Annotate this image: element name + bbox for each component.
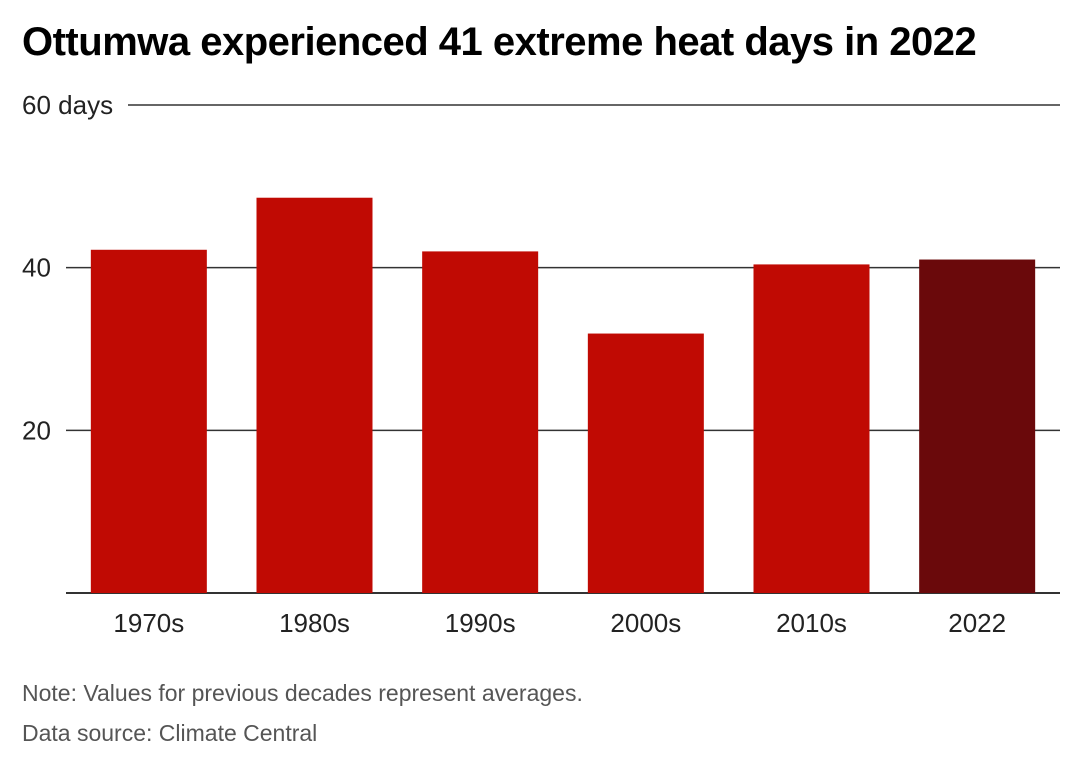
- chart-note: Note: Values for previous decades repres…: [22, 680, 583, 706]
- x-tick-label: 2010s: [776, 608, 847, 638]
- gridlines: [66, 104, 1060, 594]
- x-tick-label: 1970s: [113, 608, 184, 638]
- x-tick-label: 1980s: [279, 608, 350, 638]
- bar-2010s: [753, 264, 870, 593]
- y-tick-label: 20: [22, 415, 51, 445]
- y-tick-label: 60 days: [22, 90, 113, 120]
- x-tick-label: 1990s: [445, 608, 516, 638]
- bar-1980s: [256, 197, 373, 593]
- bar-chart: 20 40 60 days 1970s 1980s 1990s 2000s 2010s 2022: [22, 90, 1060, 638]
- bars: [90, 197, 1036, 594]
- bar-2022: [919, 259, 1036, 593]
- chart-title: Ottumwa experienced 41 extreme heat days…: [22, 20, 977, 64]
- data-source: Data source: Climate Central: [22, 720, 318, 746]
- x-tick-label: 2022: [948, 608, 1006, 638]
- x-tick-label: 2000s: [610, 608, 681, 638]
- bar-1970s: [90, 249, 207, 594]
- y-tick-label: 40: [22, 253, 51, 283]
- bar-1990s: [422, 251, 539, 593]
- bar-2000s: [587, 333, 704, 593]
- axis-labels: 20 40 60 days 1970s 1980s 1990s 2000s 2010s 2022: [22, 90, 1006, 638]
